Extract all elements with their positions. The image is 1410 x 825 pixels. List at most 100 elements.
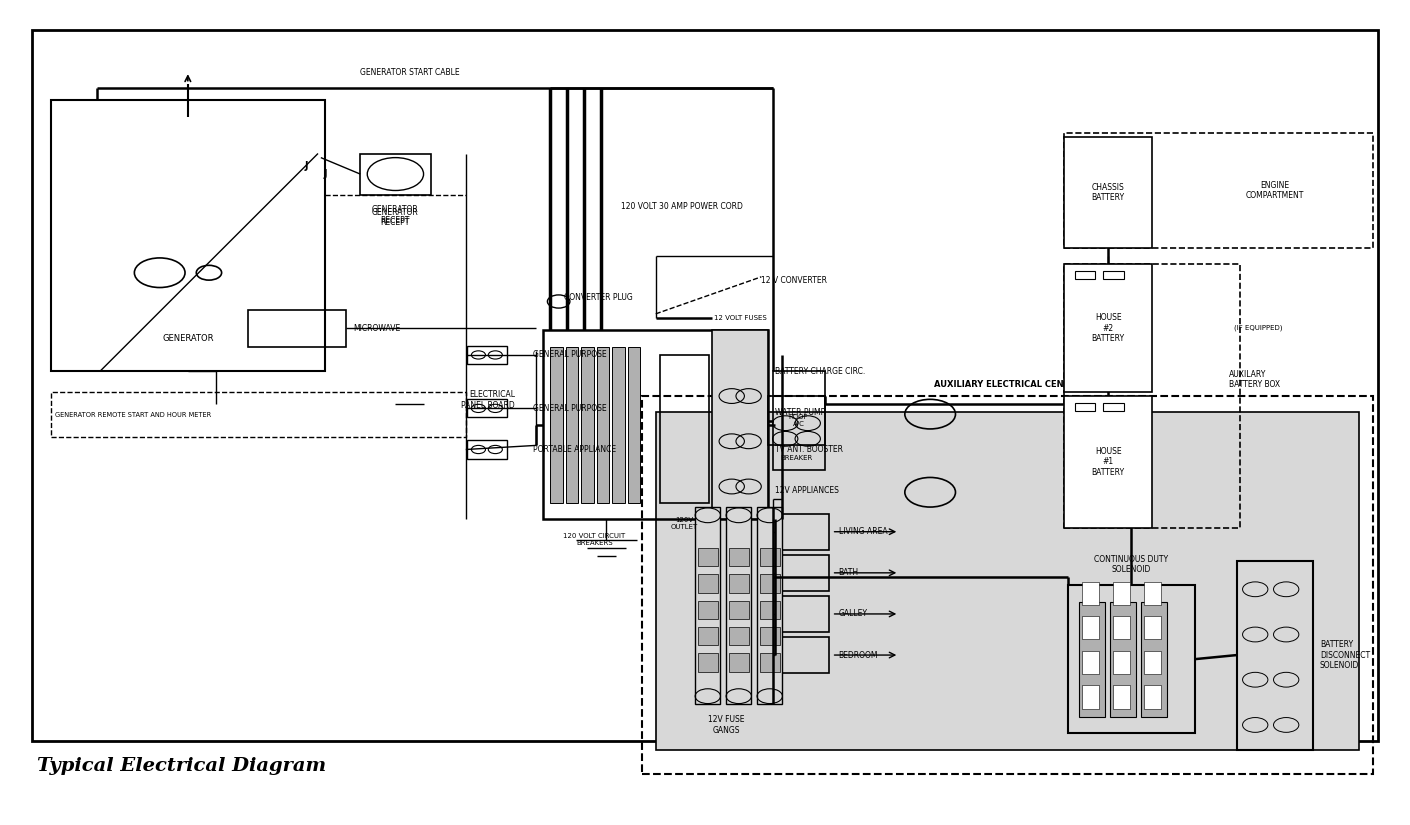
Text: HOUSE
#1
BATTERY: HOUSE #1 BATTERY bbox=[1091, 447, 1125, 477]
Bar bbox=[1063, 396, 1152, 528]
Bar bbox=[1112, 616, 1129, 639]
Text: AUXILARY
BATTERY BOX: AUXILARY BATTERY BOX bbox=[1230, 370, 1280, 389]
Text: Typical Electrical Diagram: Typical Electrical Diagram bbox=[37, 757, 326, 775]
Text: (IF EQUIPPED): (IF EQUIPPED) bbox=[1234, 325, 1282, 332]
Bar bbox=[1081, 686, 1098, 709]
Bar bbox=[1074, 403, 1094, 411]
Text: PORTABLE APPLIANCE: PORTABLE APPLIANCE bbox=[533, 445, 616, 454]
Bar bbox=[612, 346, 625, 503]
Text: CONVERTER PLUG: CONVERTER PLUG bbox=[564, 293, 633, 302]
Bar bbox=[698, 627, 718, 645]
Bar bbox=[773, 596, 829, 632]
Bar bbox=[1063, 133, 1373, 248]
Bar bbox=[760, 548, 780, 566]
Bar bbox=[656, 412, 1359, 750]
Bar bbox=[51, 392, 465, 437]
Bar bbox=[729, 601, 749, 619]
Bar bbox=[1110, 601, 1135, 717]
Bar bbox=[467, 346, 506, 364]
Text: CHASSIS
BATTERY: CHASSIS BATTERY bbox=[1091, 183, 1125, 202]
Text: J: J bbox=[323, 169, 327, 179]
Bar bbox=[760, 601, 780, 619]
Text: BEDROOM: BEDROOM bbox=[839, 651, 878, 659]
Bar bbox=[565, 346, 578, 503]
Bar bbox=[1063, 265, 1152, 392]
Bar bbox=[695, 507, 721, 705]
Bar bbox=[1063, 265, 1239, 528]
Text: BATTERY
DISCONNECT
SOLENOID: BATTERY DISCONNECT SOLENOID bbox=[1320, 640, 1371, 670]
Text: ROOF
A/C: ROOF A/C bbox=[788, 414, 808, 427]
Bar bbox=[729, 548, 749, 566]
Text: HOUSE
#2
BATTERY: HOUSE #2 BATTERY bbox=[1091, 314, 1125, 343]
Bar bbox=[1144, 651, 1160, 674]
Bar bbox=[729, 627, 749, 645]
Text: BREAKER: BREAKER bbox=[780, 455, 812, 460]
Bar bbox=[760, 574, 780, 592]
Bar bbox=[1081, 651, 1098, 674]
Bar bbox=[1112, 686, 1129, 709]
Text: GENERATOR REMOTE START AND HOUR METER: GENERATOR REMOTE START AND HOUR METER bbox=[55, 412, 212, 417]
Bar bbox=[1144, 616, 1160, 639]
Bar bbox=[1063, 137, 1152, 248]
Text: GENERATOR
RECEPT: GENERATOR RECEPT bbox=[372, 208, 419, 228]
Bar bbox=[596, 346, 609, 503]
Bar bbox=[698, 548, 718, 566]
Bar bbox=[729, 574, 749, 592]
Bar bbox=[51, 100, 326, 371]
Text: CONTINUOUS DUTY
SOLENOID: CONTINUOUS DUTY SOLENOID bbox=[1094, 555, 1169, 574]
Bar bbox=[660, 355, 709, 503]
Bar bbox=[698, 653, 718, 672]
Text: AUXILIARY ELECTRICAL CENTER: AUXILIARY ELECTRICAL CENTER bbox=[933, 380, 1081, 389]
Text: GALLEY: GALLEY bbox=[839, 610, 867, 619]
Text: LIVING AREA: LIVING AREA bbox=[839, 527, 887, 536]
Bar bbox=[467, 441, 506, 459]
Text: MICROWAVE: MICROWAVE bbox=[352, 323, 400, 332]
Bar bbox=[729, 653, 749, 672]
Bar bbox=[1112, 651, 1129, 674]
Text: 12V FUSE
GANGS: 12V FUSE GANGS bbox=[708, 715, 744, 734]
Bar bbox=[360, 153, 430, 195]
Text: WATER PUMP: WATER PUMP bbox=[776, 408, 826, 417]
Text: 120V
OUTLET: 120V OUTLET bbox=[671, 517, 698, 530]
Bar bbox=[467, 399, 506, 417]
Text: GENERATOR START CABLE: GENERATOR START CABLE bbox=[360, 68, 460, 78]
Bar bbox=[773, 554, 829, 591]
Bar bbox=[1237, 560, 1313, 750]
Text: GENERATOR: GENERATOR bbox=[162, 334, 213, 343]
Text: GENERAL PURPOSE: GENERAL PURPOSE bbox=[533, 404, 606, 412]
Bar bbox=[773, 637, 829, 673]
Bar bbox=[581, 346, 594, 503]
Bar bbox=[773, 514, 829, 549]
Text: ENGINE
COMPARTMENT: ENGINE COMPARTMENT bbox=[1246, 181, 1304, 200]
Bar bbox=[1067, 585, 1194, 733]
Text: J: J bbox=[305, 161, 309, 171]
Bar bbox=[768, 396, 825, 446]
Text: GENERAL PURPOSE: GENERAL PURPOSE bbox=[533, 351, 606, 360]
Bar bbox=[760, 627, 780, 645]
Text: TV ANT. BOOSTER: TV ANT. BOOSTER bbox=[776, 445, 843, 454]
Bar bbox=[773, 371, 825, 470]
Bar bbox=[642, 396, 1373, 775]
Bar bbox=[1144, 686, 1160, 709]
Bar bbox=[32, 31, 1378, 742]
Bar bbox=[1103, 403, 1124, 411]
Bar bbox=[550, 346, 563, 503]
Bar bbox=[1074, 271, 1094, 280]
Bar bbox=[1141, 601, 1166, 717]
Bar bbox=[757, 507, 783, 705]
Bar bbox=[1079, 601, 1104, 717]
Text: BATTERY CHARGE CIRC.: BATTERY CHARGE CIRC. bbox=[776, 367, 866, 376]
Text: 120 VOLT CIRCUIT
BREAKERS: 120 VOLT CIRCUIT BREAKERS bbox=[564, 534, 626, 546]
Bar bbox=[698, 574, 718, 592]
Text: GENERATOR
RECEPT: GENERATOR RECEPT bbox=[372, 205, 419, 225]
Bar bbox=[1081, 616, 1098, 639]
Text: 12 V CONVERTER: 12 V CONVERTER bbox=[761, 276, 828, 285]
Text: ELECTRICAL
PANEL BOARD: ELECTRICAL PANEL BOARD bbox=[461, 390, 515, 410]
Text: 120 VOLT 30 AMP POWER CORD: 120 VOLT 30 AMP POWER CORD bbox=[620, 202, 743, 211]
Bar bbox=[627, 346, 640, 503]
Bar bbox=[543, 330, 768, 520]
Text: BATH: BATH bbox=[839, 568, 859, 578]
Bar bbox=[712, 330, 768, 520]
Bar bbox=[1081, 582, 1098, 605]
Bar bbox=[1112, 582, 1129, 605]
